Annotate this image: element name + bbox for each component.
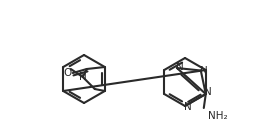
Text: N: N — [204, 87, 212, 97]
Text: NH₂: NH₂ — [208, 111, 228, 121]
Text: N: N — [184, 102, 192, 112]
Text: N: N — [79, 72, 87, 82]
Text: O: O — [64, 68, 72, 78]
Text: N: N — [200, 66, 208, 76]
Text: N: N — [176, 62, 184, 72]
